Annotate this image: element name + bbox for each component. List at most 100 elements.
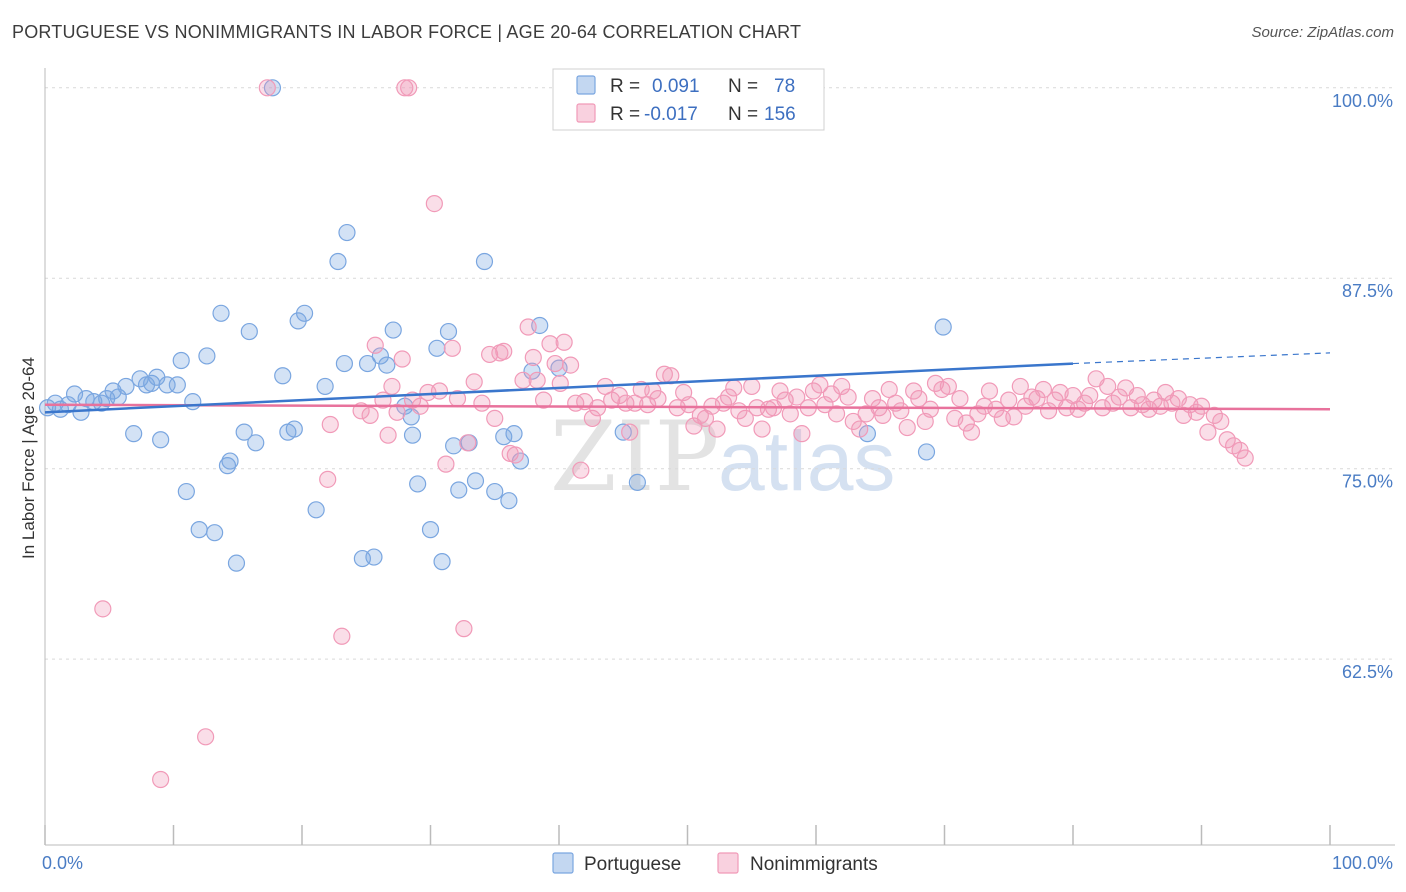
nonimmigrants-point-137 (1104, 394, 1122, 412)
nonimmigrants-point-153 (1199, 423, 1217, 441)
portuguese-point-13 (125, 425, 143, 443)
nonimmigrants-point-37 (524, 348, 542, 367)
series-legend: Portuguese Nonimmigrants (552, 852, 878, 875)
series-legend-swatch-portuguese (552, 852, 574, 874)
nonimmigrants-point-136 (1099, 377, 1117, 396)
y-tick-label-2: 75.0% (1342, 472, 1393, 492)
trend-line-portuguese-extension (1072, 352, 1331, 365)
nonimmigrants-point-71 (720, 388, 738, 406)
legend-n-value-portuguese: 78 (774, 76, 795, 97)
portuguese-point-39 (295, 304, 314, 322)
portuguese-point-28 (218, 457, 237, 475)
portuguese-point-74 (628, 473, 646, 491)
nonimmigrants-point-156 (1218, 431, 1236, 449)
portuguese-point-34 (263, 79, 282, 97)
nonimmigrants-point-72 (725, 379, 743, 397)
portuguese-point-44 (338, 223, 356, 242)
nonimmigrants-point-46 (572, 461, 590, 479)
nonimmigrants-point-22 (437, 455, 455, 473)
portuguese-point-66 (500, 492, 518, 510)
source-label: Source: ZipAtlas.com (1251, 24, 1394, 41)
portuguese-point-33 (247, 434, 265, 452)
nonimmigrants-point-159 (1236, 449, 1254, 467)
nonimmigrants-point-141 (1128, 386, 1146, 405)
nonimmigrants-point-27 (465, 373, 483, 391)
portuguese-point-54 (409, 475, 427, 493)
gridlines (45, 87, 1395, 660)
nonimmigrants-point-126 (1039, 402, 1058, 420)
nonimmigrants-point-41 (546, 354, 564, 373)
portuguese-point-18 (152, 431, 170, 449)
portuguese-point-31 (235, 423, 253, 441)
nonimmigrants-point-11 (379, 426, 397, 444)
portuguese-point-41 (316, 377, 334, 396)
nonimmigrants-point-75 (743, 377, 761, 396)
nonimmigrants-point-44 (561, 356, 580, 374)
portuguese-point-69 (523, 362, 541, 380)
legend-n-label-portuguese: N = (728, 76, 758, 97)
nonimmigrants-point-74 (736, 409, 754, 428)
nonimmigrants-point-6 (333, 627, 351, 645)
x-tick-label-end: 100.0% (1332, 853, 1393, 873)
nonimmigrants-point-83 (788, 388, 806, 406)
portuguese-point-42 (329, 252, 347, 271)
portuguese-point-67 (505, 425, 523, 443)
trend-line-portuguese (44, 362, 1074, 414)
portuguese-point-21 (172, 351, 190, 370)
nonimmigrants-point-28 (473, 394, 491, 412)
nonimmigrants-point-102 (898, 418, 916, 437)
nonimmigrants-point-128 (1051, 383, 1069, 402)
nonimmigrants-point-25 (455, 620, 473, 638)
nonimmigrants-point-38 (528, 371, 546, 389)
portuguese-point-23 (184, 393, 202, 411)
series-legend-swatch-nonimmigrants (717, 852, 739, 874)
portuguese-point-48 (371, 347, 389, 365)
nonimmigrants-point-43 (555, 333, 573, 351)
nonimmigrants-point-90 (827, 405, 846, 423)
portuguese-point-55 (421, 521, 440, 539)
series-legend-label-portuguese: Portuguese (584, 854, 681, 875)
nonimmigrants-point-86 (804, 382, 823, 400)
legend-r-value-nonimmigrants: -0.017 (644, 104, 698, 125)
nonimmigrants-point-21 (430, 382, 449, 400)
nonimmigrants-point-107 (926, 374, 945, 392)
portuguese-point-58 (439, 322, 458, 341)
nonimmigrants-point-0 (94, 600, 112, 618)
nonimmigrants-point-32 (495, 342, 513, 360)
nonimmigrants-point-101 (892, 402, 910, 420)
nonimmigrants-point-98 (874, 406, 892, 424)
portuguese-point-56 (428, 339, 446, 357)
nonimmigrants-point-40 (541, 335, 559, 353)
portuguese-point-50 (384, 321, 402, 339)
portuguese-point-40 (307, 501, 325, 519)
nonimmigrants-point-92 (839, 388, 857, 406)
nonimmigrants-point-15 (396, 79, 414, 97)
nonimmigrants-point-106 (921, 400, 939, 418)
nonimmigrants-point-14 (393, 350, 411, 368)
nonimmigrants-point-64 (680, 396, 698, 414)
nonimmigrants-point-133 (1081, 386, 1099, 405)
portuguese-point-20 (168, 376, 186, 394)
nonimmigrants-point-54 (621, 423, 639, 441)
portuguese-point-77 (934, 318, 952, 336)
portuguese-point-22 (177, 482, 195, 501)
portuguese-point-46 (358, 354, 377, 373)
x-tick-labels: 0.0% 100.0% (42, 853, 1393, 873)
portuguese-point-35 (274, 367, 292, 385)
watermark-atlas: atlas (718, 414, 895, 508)
nonimmigrants-point-39 (534, 391, 553, 409)
nonimmigrants-point-30 (486, 409, 504, 428)
y-tick-label-1: 87.5% (1342, 281, 1393, 301)
chart-title: PORTUGUESE VS NONIMMIGRANTS IN LABOR FOR… (12, 22, 802, 42)
legend-r-value-portuguese: 0.091 (652, 76, 700, 97)
nonimmigrants-point-121 (1011, 377, 1029, 396)
series-legend-label-nonimmigrants: Nonimmigrants (750, 854, 878, 875)
portuguese-point-37 (285, 420, 303, 438)
portuguese-point-25 (198, 347, 216, 365)
portuguese-point-27 (212, 304, 230, 322)
legend-n-label-nonimmigrants: N = (728, 104, 758, 125)
nonimmigrants-point-124 (1028, 390, 1046, 408)
nonimmigrants-point-155 (1212, 412, 1230, 431)
y-tick-labels: 100.0% 87.5% 75.0% 62.5% (1332, 91, 1393, 682)
